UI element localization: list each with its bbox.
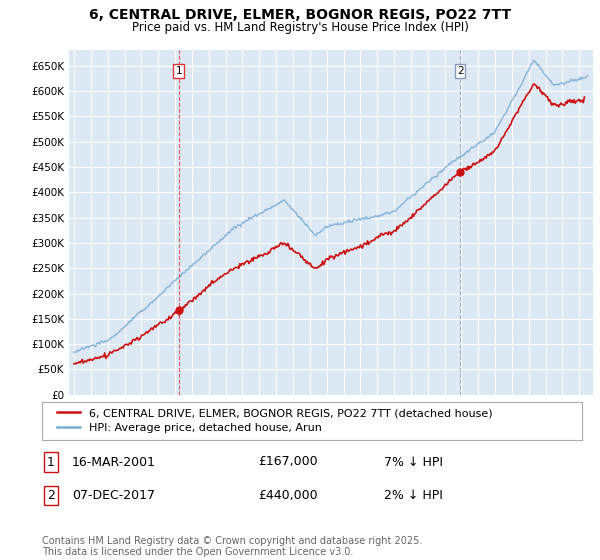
Text: 07-DEC-2017: 07-DEC-2017 — [72, 489, 155, 502]
Text: 1: 1 — [175, 66, 182, 76]
Text: 2% ↓ HPI: 2% ↓ HPI — [384, 489, 443, 502]
Text: 6, CENTRAL DRIVE, ELMER, BOGNOR REGIS, PO22 7TT: 6, CENTRAL DRIVE, ELMER, BOGNOR REGIS, P… — [89, 8, 511, 22]
Text: 2: 2 — [47, 489, 55, 502]
Legend: 6, CENTRAL DRIVE, ELMER, BOGNOR REGIS, PO22 7TT (detached house), HPI: Average p: 6, CENTRAL DRIVE, ELMER, BOGNOR REGIS, P… — [53, 404, 497, 437]
Text: 7% ↓ HPI: 7% ↓ HPI — [384, 455, 443, 469]
Text: Price paid vs. HM Land Registry's House Price Index (HPI): Price paid vs. HM Land Registry's House … — [131, 21, 469, 34]
Text: £167,000: £167,000 — [258, 455, 317, 469]
Text: 1: 1 — [47, 455, 55, 469]
Text: 16-MAR-2001: 16-MAR-2001 — [72, 455, 156, 469]
Text: Contains HM Land Registry data © Crown copyright and database right 2025.
This d: Contains HM Land Registry data © Crown c… — [42, 535, 422, 557]
Text: £440,000: £440,000 — [258, 489, 317, 502]
Text: 2: 2 — [457, 66, 463, 76]
